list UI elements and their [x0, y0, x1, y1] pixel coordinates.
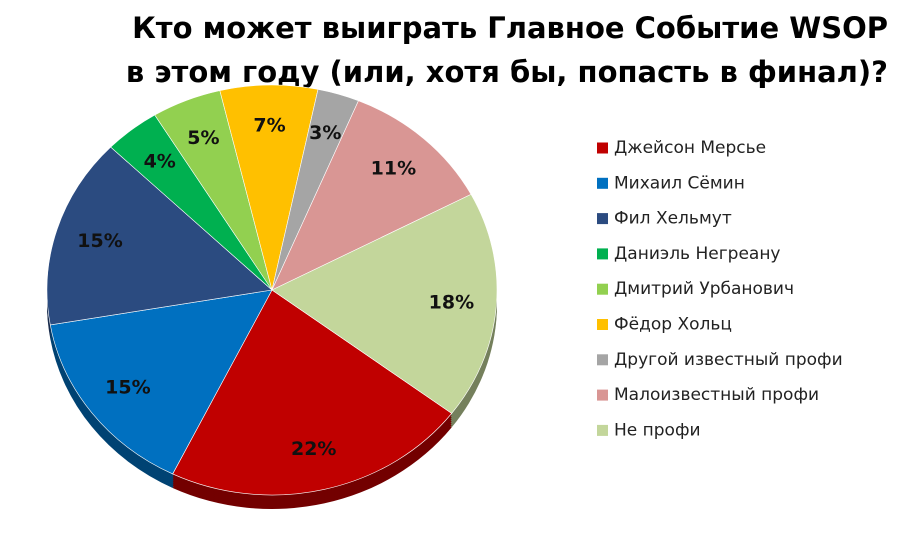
chart-title: в этом году (или, хотя бы, попасть в фин…: [126, 55, 888, 89]
legend-swatch: [597, 424, 608, 436]
slice: [172, 289, 453, 496]
slice: [46, 146, 273, 326]
slice: [271, 194, 498, 414]
legend-label: Малоизвестный профи: [614, 385, 819, 405]
legend-label: Фёдор Хольц: [614, 315, 732, 335]
slice: [49, 289, 273, 475]
legend-swatch: [597, 354, 608, 366]
chart-title: Кто может выиграть Главное Событие WSOP: [132, 11, 888, 45]
value-label: 11%: [371, 157, 416, 179]
legend-label: Михаил Сёмин: [614, 173, 745, 193]
value-label: 4%: [144, 150, 176, 172]
legend-label: Не профи: [614, 420, 701, 440]
legend-swatch: [597, 142, 608, 154]
legend-swatch: [597, 213, 608, 225]
value-label: 7%: [253, 115, 285, 137]
legend-swatch: [597, 248, 608, 260]
value-label: 22%: [291, 438, 336, 460]
legend-label: Джейсон Мерсье: [614, 138, 766, 158]
legend-label: Дмитрий Урбанович: [614, 279, 794, 299]
value-label: 5%: [187, 127, 219, 149]
value-label: 15%: [77, 230, 122, 252]
value-label: 15%: [105, 377, 150, 399]
legend-swatch: [597, 283, 608, 295]
legend-label: Даниэль Негреану: [614, 244, 781, 264]
legend-swatch: [597, 177, 608, 189]
legend-swatch: [597, 319, 608, 330]
legend-swatch: [597, 389, 608, 401]
slice: [271, 100, 472, 291]
value-label: 3%: [309, 122, 341, 144]
value-label: 18%: [429, 292, 474, 314]
legend-label: Другой известный профи: [614, 350, 843, 370]
legend-label: Фил Хельмут: [614, 209, 732, 229]
